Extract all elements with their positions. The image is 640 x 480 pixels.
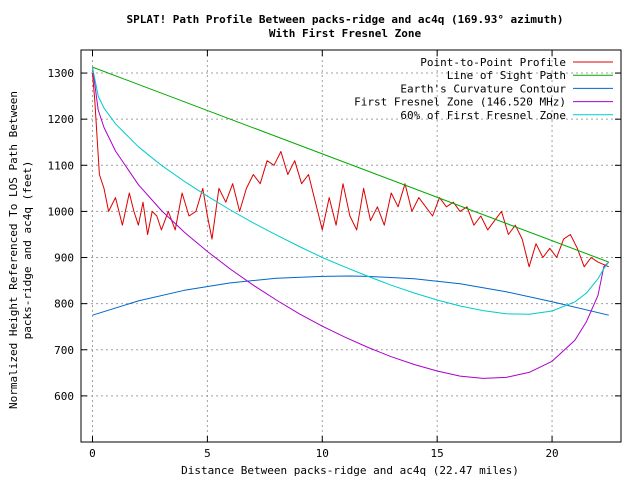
series-line-1 [92, 66, 609, 263]
plot-frame [80, 49, 622, 443]
grid [81, 50, 621, 442]
x-tick-label: 10 [316, 447, 329, 460]
x-tick-label: 20 [545, 447, 558, 460]
series-line-4 [92, 67, 610, 315]
chart-subtitle: With First Fresnel Zone [269, 27, 422, 40]
legend-label-0: Point-to-Point Profile [420, 56, 566, 69]
y-tick-label: 1200 [48, 113, 75, 126]
series-line-2 [92, 275, 609, 316]
series-line-0 [92, 73, 609, 268]
series-line-3 [92, 67, 610, 379]
x-tick-label: 5 [204, 447, 211, 460]
x-tick-label: 15 [431, 447, 444, 460]
legend-label-2: Earth's Curvature Contour [400, 82, 566, 95]
y-tick-label: 1100 [48, 159, 75, 172]
x-tick-label: 0 [89, 447, 96, 460]
legend-label-4: 60% of First Fresnel Zone [400, 109, 566, 122]
y-tick-label: 700 [54, 344, 74, 357]
y-axis-label-line1: Normalized Height Referenced To LOS Path… [7, 91, 20, 409]
legend-label-3: First Fresnel Zone (146.520 MHz) [354, 96, 566, 109]
y-tick-label: 900 [54, 252, 74, 265]
y-axis-label-line2: packs-ridge and ac4q (feet) [21, 161, 34, 340]
legend-label-1: Line of Sight Path [447, 69, 566, 82]
series-lines [92, 66, 610, 379]
x-axis-label: Distance Between packs-ridge and ac4q (2… [181, 464, 519, 477]
chart-title: SPLAT! Path Profile Between packs-ridge … [126, 13, 563, 26]
y-tick-label: 600 [54, 390, 74, 403]
y-tick-label: 1300 [48, 67, 75, 80]
y-tick-label: 800 [54, 298, 74, 311]
axis-ticks: 0 5 10 15 20 600 700 800 900 1000 1100 1200 1300 [48, 50, 621, 460]
y-tick-label: 1000 [48, 205, 75, 218]
